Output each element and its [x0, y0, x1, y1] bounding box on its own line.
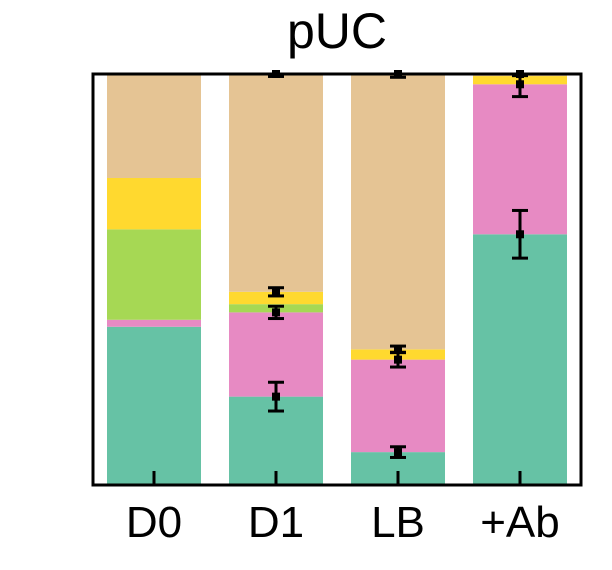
x-tick-label: +Ab	[480, 498, 560, 547]
error-bar-marker	[272, 392, 280, 401]
error-bar-marker	[394, 355, 402, 364]
bar-segment-2-4	[229, 291, 323, 305]
error-bar-marker	[394, 345, 402, 354]
bar-segment-1-3	[107, 229, 201, 320]
x-tick-label: D0	[126, 498, 182, 547]
bar-segment-1-2	[107, 319, 201, 327]
bar-segment-1-1	[107, 326, 201, 485]
x-tick-label: LB	[371, 498, 425, 547]
error-bar-marker	[272, 308, 280, 317]
chart-title: pUC	[287, 3, 387, 59]
error-bar-marker	[394, 448, 402, 457]
bar-segment-1-4	[107, 177, 201, 230]
error-bar-marker	[272, 287, 280, 296]
plot-frame	[91, 72, 583, 487]
error-bar-marker	[516, 230, 524, 239]
error-bar-marker	[516, 80, 524, 89]
bar-segment-1-5	[107, 74, 201, 178]
x-axis-ticks: D0 D1 LB +Ab	[126, 471, 560, 547]
bar-segment-3-5	[351, 74, 445, 350]
bar-segment-2-5	[229, 74, 323, 292]
bar-segment-3-2	[351, 359, 445, 453]
x-tick-label: D1	[248, 498, 304, 547]
bars-group	[107, 74, 567, 485]
bar-segment-4-1	[473, 234, 567, 485]
